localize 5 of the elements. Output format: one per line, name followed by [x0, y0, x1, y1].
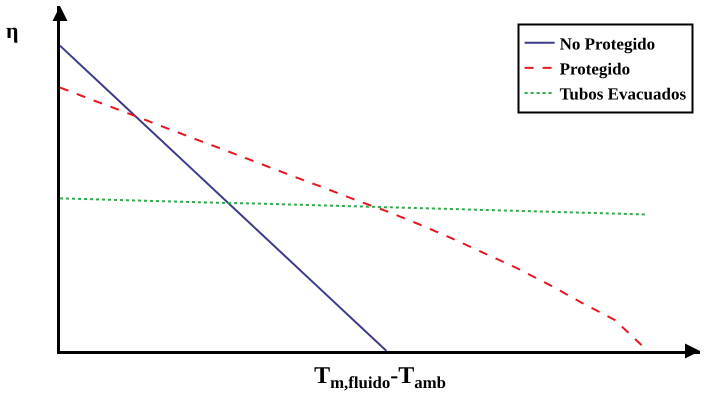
- x-axis-title: T$_{m,fluido}$-T$_{amb}$: [314, 362, 446, 392]
- y-axis-title: η: [6, 18, 18, 43]
- legend-label: Protegido: [560, 60, 630, 79]
- legend-label: No Protegido: [560, 34, 656, 54]
- legend-label: Tubos Evacuados: [560, 84, 686, 104]
